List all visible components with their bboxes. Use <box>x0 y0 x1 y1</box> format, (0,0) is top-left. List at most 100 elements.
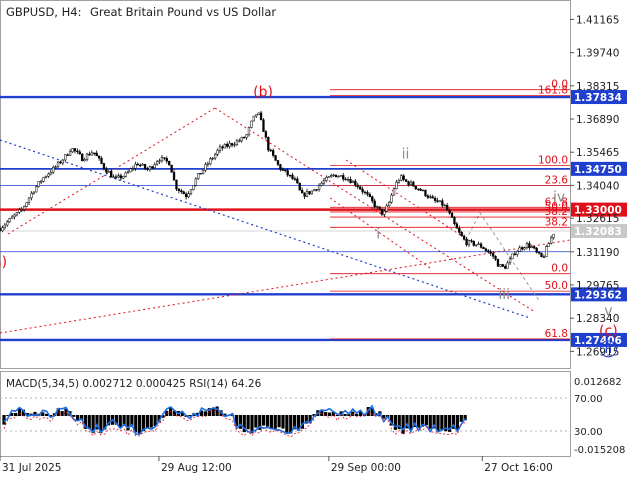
candle-body <box>392 188 396 196</box>
candle-body <box>288 174 292 177</box>
candle-body <box>139 164 142 167</box>
macd-histogram-bar <box>444 415 448 432</box>
candle-body <box>293 178 297 180</box>
macd-histogram-bar <box>420 415 425 427</box>
macd-histogram-bar <box>451 415 456 429</box>
candle-body <box>32 191 35 194</box>
candle-body <box>320 182 323 186</box>
candle-body <box>189 189 193 194</box>
candle-body <box>39 181 43 183</box>
candle-body <box>284 169 287 171</box>
macd-histogram-bar <box>405 415 409 429</box>
candle-body <box>303 192 306 197</box>
candle-body <box>419 188 422 191</box>
macd-histogram-bar <box>324 412 328 416</box>
x-tick-label-4: 27 Oct 16:00 <box>484 462 552 474</box>
candle-body <box>272 150 275 156</box>
macd-histogram-bar <box>211 408 215 416</box>
candle-body <box>547 243 550 247</box>
candle-body <box>327 176 330 178</box>
candle-body <box>455 223 459 229</box>
candle-body <box>199 173 202 175</box>
price-axis: 1.41165 1.39740 1.38315 1.36890 1.35465 1.340… <box>570 14 619 358</box>
candle-body <box>330 175 333 177</box>
candle-body <box>332 174 335 176</box>
wave-label-4: i <box>376 227 380 243</box>
candle-body <box>56 161 60 168</box>
candle-body <box>136 163 139 166</box>
candle-body <box>375 206 379 208</box>
candle-body <box>211 157 214 160</box>
macd-histogram-bar <box>293 415 297 430</box>
macd-histogram-bar <box>79 415 84 421</box>
candle-body <box>15 212 19 216</box>
wave-label-5: iii <box>498 287 510 303</box>
candle-body <box>441 200 444 206</box>
candle-body <box>421 189 425 192</box>
candle-body <box>407 181 410 186</box>
macd-histogram-bar <box>114 415 118 425</box>
candle-body <box>450 212 454 218</box>
macd-histogram-bar <box>254 415 258 428</box>
candle-body <box>506 262 509 269</box>
candle-body <box>429 196 432 198</box>
candle-body <box>119 175 123 179</box>
macd-histogram-bar <box>331 411 335 416</box>
x-tick-label-2: 29 Aug 12:00 <box>161 462 232 474</box>
macd-histogram-bar <box>17 408 22 416</box>
candle-body <box>417 188 420 190</box>
wave-label-1: (b) <box>253 85 273 101</box>
macd-histogram-bar <box>238 415 242 429</box>
candle-body <box>223 144 226 149</box>
macd-histogram-bar <box>250 415 254 434</box>
macd-histogram-bar <box>409 415 413 430</box>
macd-histogram-bar <box>130 415 134 427</box>
fib-upper-label-2: 161.8 <box>538 84 568 96</box>
macd-histogram-bar <box>149 415 153 428</box>
macd-histogram-bar <box>281 415 285 429</box>
candle-body <box>286 170 289 176</box>
symbol-description: Great Britain Pound vs US Dollar <box>90 5 276 19</box>
candle-body <box>168 160 171 166</box>
candle-body <box>388 201 391 207</box>
candle-body <box>235 140 239 145</box>
macd-histogram-bar <box>428 415 432 429</box>
candle-body <box>61 159 64 164</box>
candle-body <box>404 179 408 182</box>
indicator-title: MACD(5,34,5) 0.002712 0.000425 RSI(14) 6… <box>6 378 262 390</box>
candle-body <box>504 266 507 269</box>
candle-body <box>267 137 270 151</box>
candle-body <box>395 181 398 189</box>
macd-histogram-bar <box>397 415 401 430</box>
macd-histogram-bar <box>234 415 239 427</box>
wave-label-9: ii <box>604 341 612 357</box>
y-tick-label-1-26915: 1.26915 <box>576 346 619 358</box>
candle-body <box>337 176 340 178</box>
candle-body <box>107 171 110 173</box>
candle-body <box>511 253 514 259</box>
macd-histogram-bar <box>393 415 397 430</box>
macd-histogram-bar <box>300 415 304 429</box>
trendline-red-dotted-support <box>0 239 571 334</box>
macd-histogram-bar <box>122 415 126 425</box>
macd-histogram-bar <box>64 408 68 416</box>
candle-body <box>59 161 62 164</box>
candle-body <box>81 153 84 162</box>
candle-body <box>525 243 529 248</box>
level-price-tag-1-29362 <box>571 287 627 302</box>
candle-body <box>175 179 178 190</box>
candle-body <box>508 258 512 264</box>
macd-histogram-bar <box>320 409 324 416</box>
candle-body <box>317 185 321 190</box>
candle-body <box>197 173 200 180</box>
fib-upper-label-8: 38.2 <box>545 216 568 228</box>
macd-histogram-bar <box>141 415 146 432</box>
candle-body <box>363 191 367 194</box>
macd-histogram-bar <box>145 415 149 428</box>
candle-body <box>233 144 236 146</box>
candle-body <box>496 259 500 267</box>
candle-body <box>122 176 125 179</box>
macd-histogram-bar <box>99 415 103 434</box>
